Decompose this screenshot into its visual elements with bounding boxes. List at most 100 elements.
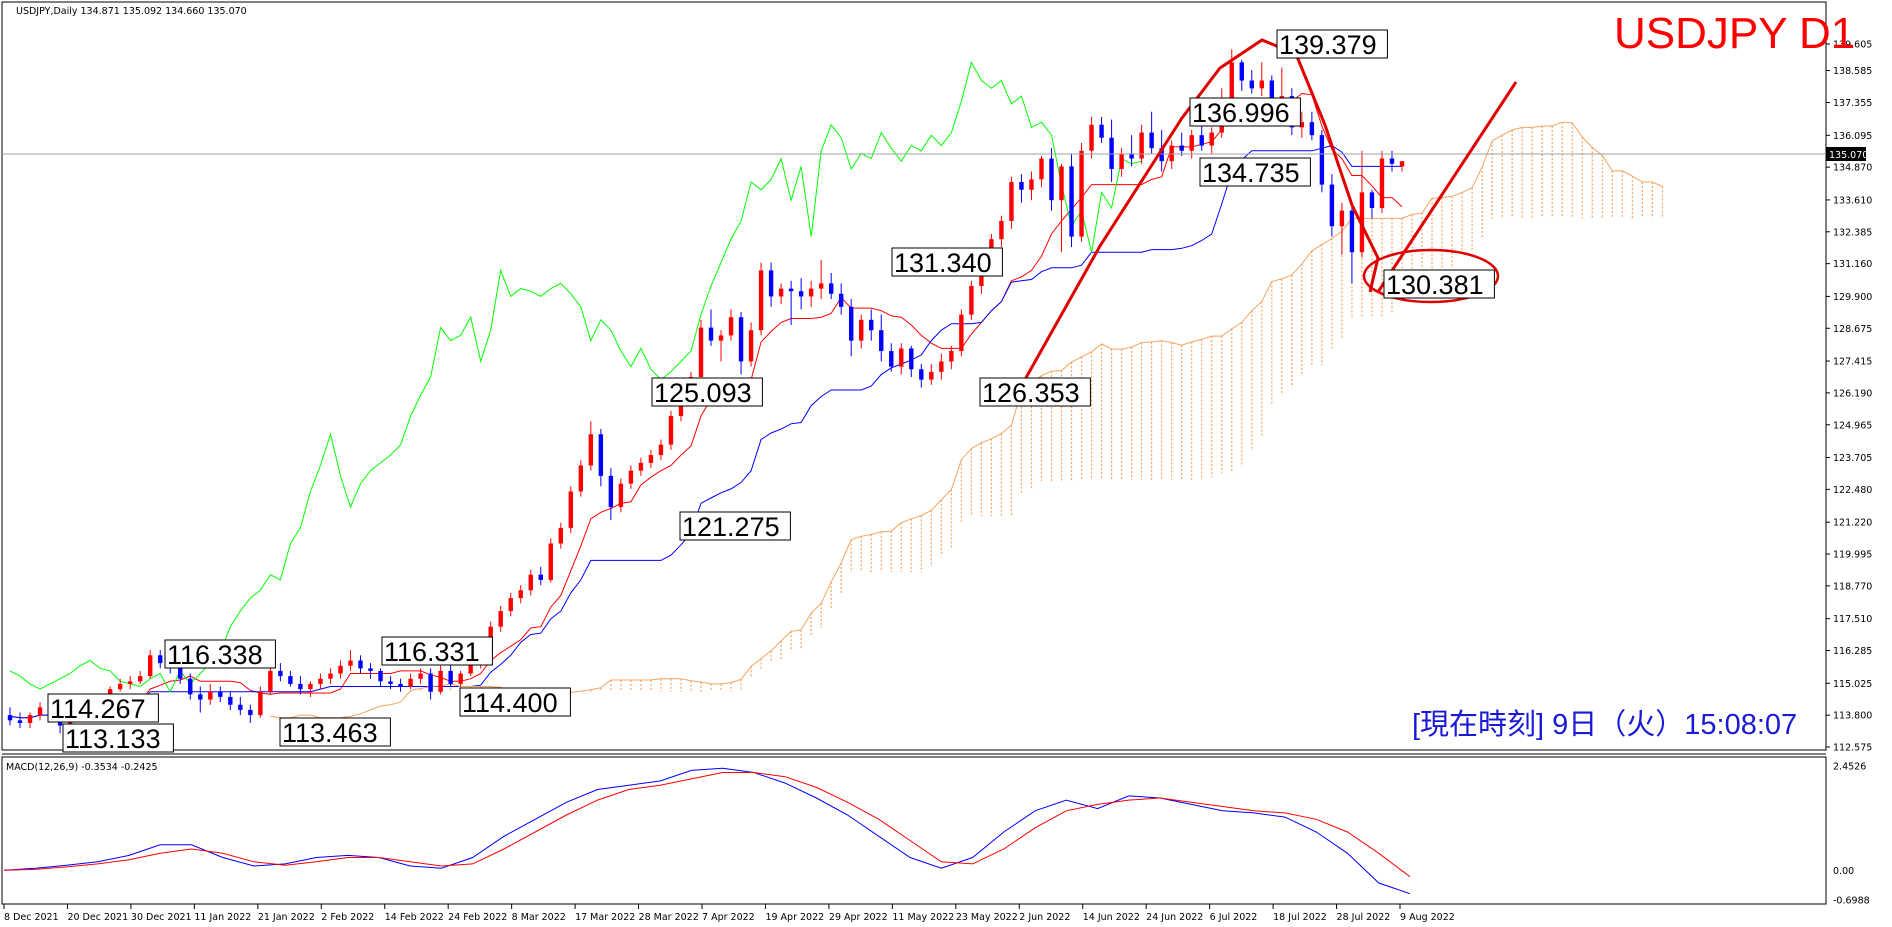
candle-body — [1029, 179, 1034, 190]
time-tick-label: 11 Jan 2022 — [194, 912, 251, 923]
candle-body — [698, 327, 704, 378]
candle-body — [1179, 145, 1184, 151]
candle-body — [1239, 62, 1244, 81]
price-callout-label: 126.353 — [982, 378, 1080, 408]
candle-body — [598, 434, 604, 476]
candle-body — [1229, 62, 1234, 102]
candle-body — [268, 670, 273, 692]
price-tick-label: 134.870 — [1833, 163, 1872, 174]
time-tick-label: 14 Jun 2022 — [1083, 912, 1140, 923]
candle-body — [117, 683, 123, 690]
candle-body — [198, 694, 203, 700]
time-tick-label: 28 Jul 2022 — [1337, 912, 1391, 923]
candle-body — [498, 611, 503, 627]
candle-body — [568, 491, 574, 528]
candle-body — [758, 270, 764, 331]
price-tick-label: 115.025 — [1833, 679, 1872, 690]
candle-body — [148, 655, 153, 677]
candle-body — [1089, 124, 1094, 151]
candle-body — [328, 673, 333, 679]
price-tick-label: 137.355 — [1833, 98, 1872, 109]
candle-body — [838, 293, 844, 307]
candle-body — [428, 673, 433, 692]
price-callout-label: 114.400 — [462, 688, 558, 718]
candle-body — [228, 696, 233, 705]
candle-body — [959, 314, 964, 352]
macd-header: MACD(12,26,9) -0.3534 -0.2425 — [6, 762, 158, 773]
price-tick-label: 127.415 — [1833, 357, 1872, 368]
candle-body — [1169, 145, 1174, 162]
price-callout-box — [679, 511, 791, 541]
candle-body — [178, 668, 183, 679]
candle-body — [548, 543, 553, 580]
price-callout-box — [651, 377, 763, 407]
candle-body — [919, 369, 924, 380]
time-tick-label: 6 Jul 2022 — [1210, 912, 1258, 923]
candle-body — [1399, 161, 1405, 167]
candle-body — [728, 317, 734, 336]
candle-body — [798, 291, 804, 297]
candle-body — [939, 361, 944, 372]
candle-body — [358, 660, 363, 669]
price-tick-label: 131.160 — [1833, 259, 1872, 270]
price-tick-label: 118.770 — [1833, 581, 1872, 592]
time-tick-label: 14 Feb 2022 — [385, 912, 444, 923]
price-callout-label: 116.331 — [384, 637, 480, 667]
current-price-tag: 135.070 — [1829, 150, 1868, 161]
candle-body — [899, 348, 904, 367]
price-tick-label: 113.800 — [1833, 711, 1872, 722]
candle-body — [137, 676, 143, 682]
candle-body — [368, 668, 373, 671]
candle-body — [1159, 148, 1164, 162]
candle-body — [27, 715, 33, 723]
price-callout-box — [62, 723, 174, 753]
price-callout-box — [1383, 269, 1495, 299]
candle-body — [1139, 132, 1144, 159]
price-tick-label: 136.095 — [1833, 131, 1872, 142]
price-callout-label: 113.133 — [65, 724, 161, 754]
price-callout-box — [891, 247, 1003, 277]
candle-body — [208, 691, 213, 700]
chart-title: USDJPY D1 — [1614, 9, 1855, 58]
candle-body — [949, 351, 954, 362]
candle-body — [248, 709, 253, 716]
candle-body — [1209, 132, 1214, 146]
time-tick-label: 24 Feb 2022 — [448, 912, 507, 923]
candle-body — [298, 683, 303, 690]
price-tick-label: 132.385 — [1833, 227, 1872, 238]
price-callout-box — [1276, 29, 1388, 59]
candle-body — [1299, 122, 1305, 128]
macd-tick-label: 0.00 — [1833, 866, 1854, 877]
price-callout-label: 116.338 — [167, 640, 263, 670]
price-tick-label: 129.900 — [1833, 292, 1872, 303]
time-tick-label: 8 Dec 2021 — [4, 912, 59, 923]
price-callout-box — [459, 687, 571, 717]
price-callout-box — [279, 717, 391, 747]
candle-body — [859, 319, 864, 341]
candle-body — [1019, 181, 1024, 190]
time-tick-label: 8 Mar 2022 — [512, 912, 566, 923]
time-tick-label: 18 Jul 2022 — [1273, 912, 1327, 923]
macd-tick-label: 2.4526 — [1833, 762, 1866, 773]
candle-body — [1269, 80, 1275, 104]
time-tick-label: 17 Mar 2022 — [575, 912, 635, 923]
candle-body — [738, 317, 744, 362]
candle-body — [1049, 158, 1054, 201]
candle-body — [1079, 150, 1084, 237]
candle-body — [258, 691, 263, 716]
candle-body — [127, 681, 133, 684]
price-tick-label: 121.220 — [1833, 518, 1872, 529]
senkou-span-a-line — [270, 121, 1663, 719]
time-tick-label: 30 Dec 2021 — [131, 912, 192, 923]
macd-indicator: 2.4526 0.00 -0.6988 — [3, 762, 1870, 907]
candle-body — [929, 371, 934, 380]
candle-body — [1379, 158, 1385, 208]
candle-body — [1249, 80, 1254, 89]
price-tick-label: 139.605 — [1833, 40, 1872, 51]
price-tick-label: 133.610 — [1833, 195, 1872, 206]
price-callout-label: 113.463 — [282, 718, 378, 748]
candle-body — [1319, 135, 1325, 185]
price-tick-label: 122.480 — [1833, 485, 1872, 496]
price-tick-label: 119.995 — [1833, 550, 1872, 561]
candle-body — [1039, 158, 1044, 180]
